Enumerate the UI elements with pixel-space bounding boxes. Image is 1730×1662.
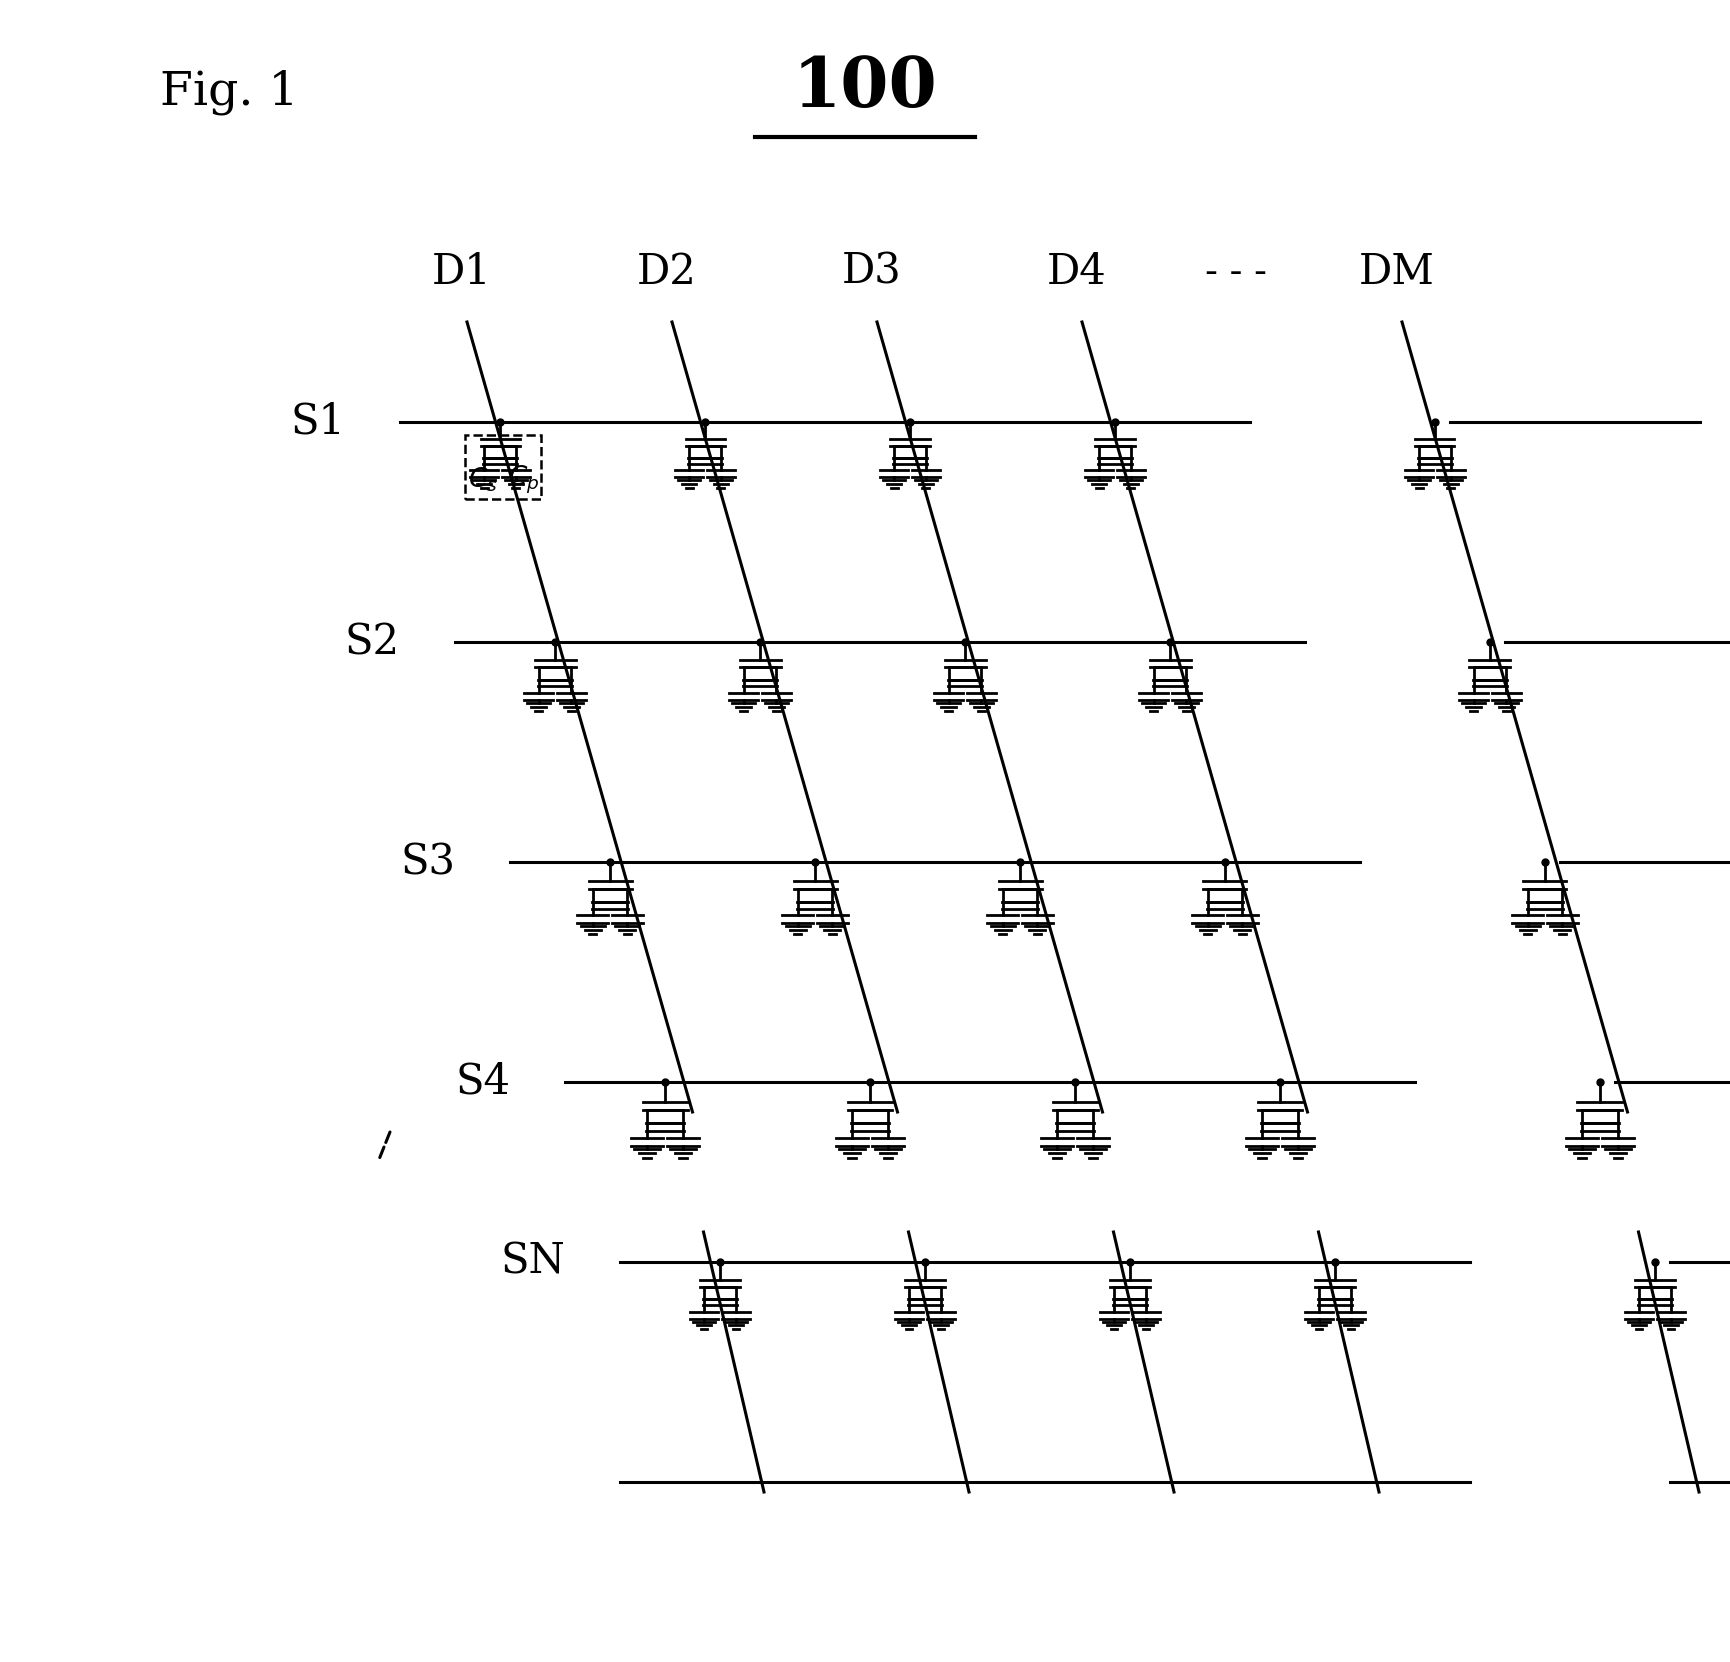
Text: S3: S3 [400, 841, 455, 883]
Text: D4: D4 [1047, 251, 1107, 293]
Text: D3: D3 [841, 251, 901, 293]
Text: 100: 100 [792, 53, 938, 121]
Text: $C_s$: $C_s$ [469, 465, 498, 494]
Text: - - -: - - - [1206, 254, 1268, 289]
Text: $C_p$: $C_p$ [507, 464, 540, 497]
Text: D2: D2 [637, 251, 697, 293]
Text: Fig. 1: Fig. 1 [159, 70, 299, 115]
Text: S1: S1 [291, 401, 344, 444]
Text: S4: S4 [455, 1060, 510, 1104]
Text: SN: SN [500, 1242, 566, 1283]
Text: S2: S2 [344, 622, 400, 663]
Text: DM: DM [1358, 251, 1434, 293]
Text: D1: D1 [432, 251, 491, 293]
